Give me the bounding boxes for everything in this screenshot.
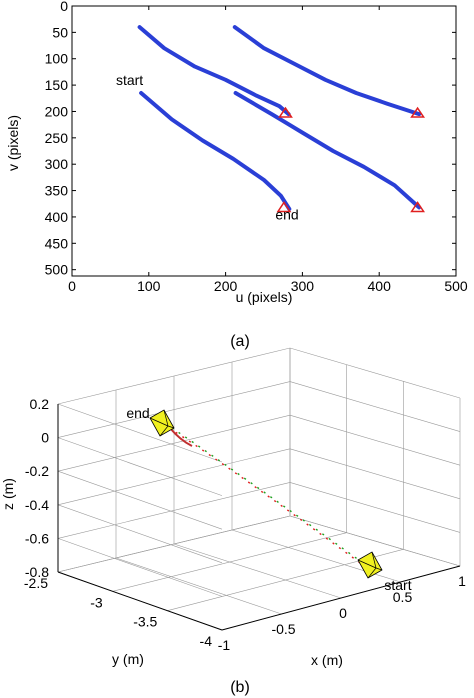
annotation-end: end: [275, 207, 298, 223]
x-tick-label: -1: [218, 637, 231, 653]
y-tick-labels-a: 0 50 100 150 200 250 300 350 400 450 500: [45, 0, 456, 278]
camera-end-icon: [149, 409, 175, 437]
y-tick-label: -3: [90, 594, 103, 610]
trajectory-line-1: [137, 25, 291, 117]
backwall-grid-z: [57, 448, 291, 506]
y-tick-label: -4: [200, 633, 213, 649]
rightwall-grid-z: [289, 414, 461, 466]
trajectory-series-a: [137, 25, 422, 211]
leftwall-grid-z: [57, 403, 223, 463]
camera-edge: [375, 567, 383, 571]
backwall-grid-z: [57, 515, 291, 573]
x-tick-labels-b: -1 -0.5 0 0.5 1: [218, 573, 466, 653]
triangle-marker-2: [410, 106, 426, 118]
trajectory-solid-start: [169, 427, 193, 447]
z-tick-label: -0.4: [25, 497, 49, 513]
x-tick-label: -0.5: [271, 621, 295, 637]
x-tick-label: 1: [458, 573, 466, 589]
y-tick-label: 150: [45, 77, 69, 93]
z-tick-label: 0: [41, 430, 49, 446]
trajectory-b: [168, 427, 371, 569]
x-tick-label: 0: [339, 605, 347, 621]
y-tick-label: 100: [45, 51, 69, 67]
camera-edge: [167, 425, 175, 429]
y-tick-label: 0: [60, 0, 68, 14]
y-tick-label: -2.5: [24, 575, 48, 591]
caption-b: (b): [230, 679, 250, 696]
trajectory-line-3: [232, 25, 422, 117]
annotations-a: start end: [116, 72, 299, 222]
trajectory-dashed-1: [168, 427, 368, 569]
y-tick-label: 450: [45, 235, 69, 251]
x-axis-label-b: x (m): [311, 652, 343, 668]
camera-edge: [367, 567, 377, 579]
y-tick-label: -3.5: [133, 614, 157, 630]
leftwall-grid-z: [57, 470, 223, 530]
x-tick-label: 100: [137, 278, 161, 294]
rightwall-grid-z: [289, 381, 461, 432]
plot-a-frame: [71, 5, 457, 277]
rightwall-grid-z: [289, 482, 461, 533]
x-tick-label: 400: [368, 278, 392, 294]
backwall-grid-z: [57, 482, 291, 539]
backwall-grid-z: [57, 381, 291, 438]
y-tick-labels-b: -2.5 -3 -3.5 -4: [24, 575, 212, 649]
y-tick-label: 50: [52, 24, 68, 40]
x-tick-label: 200: [214, 278, 238, 294]
trajectory-line-2: [139, 91, 292, 211]
caption-a: (a): [230, 333, 250, 350]
leftwall-grid-z: [57, 437, 223, 496]
rightwall-grid-z: [289, 448, 461, 500]
y-tick-label: 350: [45, 183, 69, 199]
x-tick-label: 300: [291, 278, 315, 294]
camera-edge: [163, 409, 169, 427]
z-axis-label-b: z (m): [0, 478, 16, 510]
floor-grid-y: [112, 532, 347, 592]
backwall-grid-z: [57, 347, 291, 405]
y-tick-label: 250: [45, 130, 69, 146]
x-tick-label: 0: [68, 278, 76, 294]
y-tick-label: 200: [45, 103, 69, 119]
triangle-marker-4: [410, 201, 426, 213]
z-tick-label: -0.8: [25, 564, 49, 580]
annotation-start: start: [116, 72, 143, 88]
3d-grid-b: [57, 347, 461, 631]
y-tick-label: 500: [45, 262, 69, 278]
trajectory-dashed-2: [171, 427, 371, 569]
trajectory-line-4: [233, 91, 422, 210]
camera-edge: [371, 551, 377, 569]
y-axis-label-a: v (pixels): [5, 115, 21, 171]
rightwall-grid-z: [289, 515, 461, 567]
leftwall-grid-z: [57, 504, 223, 564]
annotation-end-b: end: [126, 405, 149, 421]
z-tick-label: 0.2: [30, 396, 50, 412]
camera-edge: [149, 417, 169, 427]
x-tick-labels-a: 0 100 200 300 400 500: [68, 6, 468, 294]
floor-grid-x: [115, 557, 282, 615]
x-axis-label-a: u (pixels): [236, 289, 293, 305]
y-axis-line: [57, 571, 223, 631]
z-tick-labels-b: 0.2 0 -0.2 -0.4 -0.6 -0.8: [25, 396, 49, 580]
triangle-marker-3: [276, 201, 292, 213]
x-tick-label: 0.5: [393, 589, 413, 605]
y-tick-label: 300: [45, 156, 69, 172]
camera-start-icon: [357, 551, 383, 579]
triangle-marker-1: [278, 106, 293, 118]
rightwall-grid-z: [289, 347, 461, 399]
backwall-grid-z: [57, 414, 291, 472]
camera-markers-b: [149, 409, 383, 579]
z-tick-label: -0.6: [25, 530, 49, 546]
x-tick-label: 500: [444, 278, 468, 294]
y-axis-label-b: y (m): [112, 651, 144, 667]
leftwall-grid-z: [57, 538, 223, 597]
floor-grid-x: [173, 543, 342, 599]
camera-edge: [357, 559, 377, 569]
triangle-markers-a: [276, 106, 426, 213]
y-tick-label: 400: [45, 209, 69, 225]
z-tick-label: -0.2: [25, 463, 49, 479]
x-axis-line: [221, 565, 461, 631]
annotation-start-b: start: [384, 577, 411, 593]
camera-edge: [159, 425, 169, 437]
